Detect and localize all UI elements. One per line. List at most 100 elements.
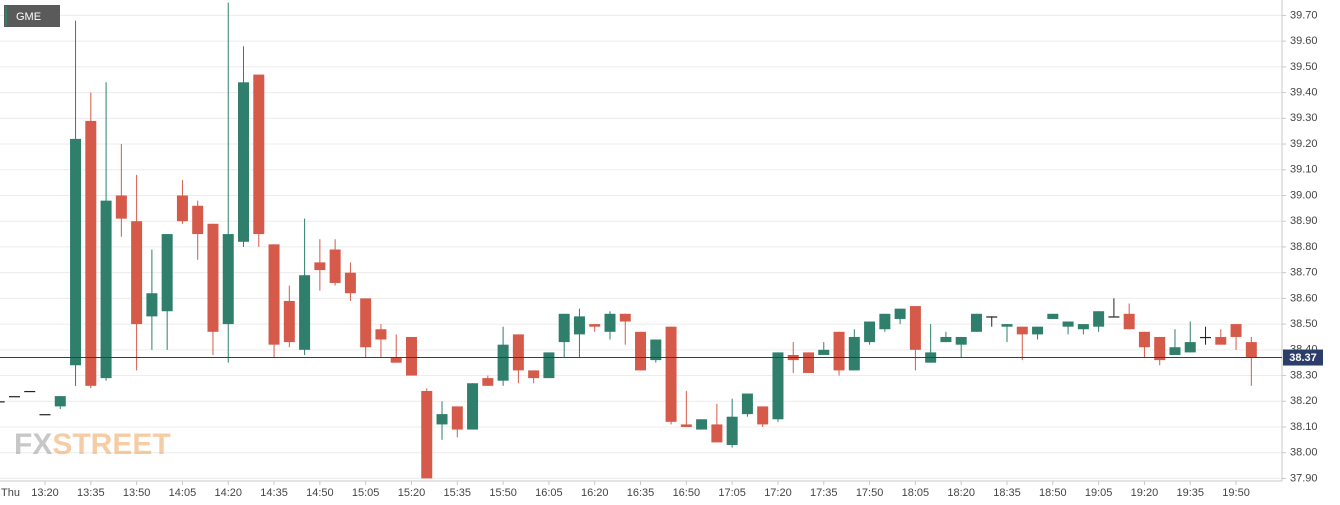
candle-body — [711, 424, 723, 443]
candle-body — [589, 324, 601, 327]
y-tick-label: 39.70 — [1290, 9, 1318, 21]
candle-body — [1154, 336, 1166, 361]
y-tick-label: 38.60 — [1290, 292, 1318, 304]
x-tick-label: 15:50 — [489, 487, 517, 499]
candle-body — [1062, 321, 1074, 327]
candle-body — [283, 300, 295, 343]
x-tick-label: 16:05 — [535, 487, 563, 499]
candle-body — [329, 249, 341, 283]
candle-body — [741, 393, 753, 415]
legend-box — [4, 5, 60, 27]
candle-body — [1215, 336, 1227, 345]
candle-body — [497, 344, 509, 381]
candle-body — [467, 383, 479, 430]
candle-body — [604, 313, 616, 332]
candle-body — [482, 378, 494, 386]
y-tick-label: 38.90 — [1290, 215, 1318, 227]
x-tick-label: 17:35 — [810, 487, 838, 499]
candle-body — [726, 416, 738, 445]
candle-body — [558, 313, 570, 343]
legend-label: GME — [16, 11, 41, 23]
candle-body — [864, 321, 876, 343]
legend-swatch — [5, 6, 7, 26]
grid — [0, 14, 1282, 479]
x-tick-label: 16:20 — [581, 487, 609, 499]
y-tick-label: 38.80 — [1290, 241, 1318, 253]
candle-body — [894, 308, 906, 319]
candle-body — [543, 352, 555, 379]
candle-body — [1047, 313, 1059, 319]
candle-body — [512, 334, 524, 371]
candle-body — [1138, 331, 1150, 348]
candle-body — [314, 262, 326, 271]
candle-body — [665, 326, 677, 422]
candle-body — [1230, 324, 1242, 337]
x-tick-label: 14:20 — [214, 487, 242, 499]
x-tick-label: 18:05 — [902, 487, 930, 499]
candle-body — [680, 424, 692, 427]
candle-body — [848, 336, 860, 371]
x-tick-label: 19:35 — [1176, 487, 1204, 499]
candle-body — [24, 390, 36, 393]
y-tick-label: 38.10 — [1290, 421, 1318, 433]
candle-body — [85, 120, 97, 386]
candle-body — [1108, 316, 1120, 318]
candle-body — [0, 401, 5, 403]
x-tick-label: 19:50 — [1222, 487, 1250, 499]
candle-body — [238, 82, 250, 242]
candle-body — [421, 390, 433, 479]
candle-body — [1169, 347, 1181, 355]
candle-body — [8, 396, 20, 398]
candle-body — [818, 349, 830, 355]
candle-body — [1123, 313, 1135, 330]
candle-body — [268, 244, 280, 345]
x-tick-label: 13:20 — [31, 487, 59, 499]
candle-body — [1032, 326, 1044, 335]
candle-body — [970, 313, 982, 332]
x-tick-label: 14:05 — [169, 487, 197, 499]
y-tick-label: 39.40 — [1290, 87, 1318, 99]
candle-body — [803, 352, 814, 373]
y-tick-label: 39.20 — [1290, 138, 1318, 150]
y-tick-label: 38.70 — [1290, 267, 1318, 279]
candle-body — [1016, 326, 1028, 335]
candle-body — [696, 419, 708, 430]
x-tick-label: 13:35 — [77, 487, 105, 499]
candle-body — [115, 195, 127, 219]
last-price-box — [1283, 349, 1323, 366]
x-tick-label: 17:50 — [856, 487, 884, 499]
candle-body — [405, 336, 417, 376]
y-tick-label: 39.60 — [1290, 35, 1318, 47]
candle-body — [909, 306, 921, 350]
candle-body — [39, 414, 51, 416]
x-tick-label: 15:05 — [352, 487, 380, 499]
candle-body — [635, 331, 647, 371]
x-tick-label: 19:05 — [1085, 487, 1113, 499]
candle-body — [390, 357, 402, 363]
x-tick-label: 18:20 — [947, 487, 975, 499]
y-tick-label: 39.00 — [1290, 189, 1318, 201]
candle-body — [146, 293, 158, 317]
y-tick-label: 38.50 — [1290, 318, 1318, 330]
candle-body — [619, 313, 631, 322]
candle-body — [70, 138, 82, 366]
y-tick-label: 38.00 — [1290, 447, 1318, 459]
candle-body — [772, 352, 784, 420]
x-tick-label: 18:50 — [1039, 487, 1067, 499]
candle-body — [253, 74, 265, 235]
candle-body — [833, 331, 845, 371]
candle-body — [161, 234, 173, 312]
x-tick-label: 19:20 — [1131, 487, 1159, 499]
candle-body — [299, 275, 311, 350]
candle-body — [650, 339, 662, 361]
x-tick-label: 15:35 — [444, 487, 472, 499]
candle-body — [100, 200, 112, 379]
last-price-label: 38.37 — [1289, 352, 1317, 364]
x-tick-label: 14:35 — [260, 487, 288, 499]
candle-body — [986, 316, 998, 318]
candle-body — [879, 313, 891, 330]
y-tick-label: 37.90 — [1290, 472, 1318, 484]
candle-body — [1200, 336, 1212, 339]
